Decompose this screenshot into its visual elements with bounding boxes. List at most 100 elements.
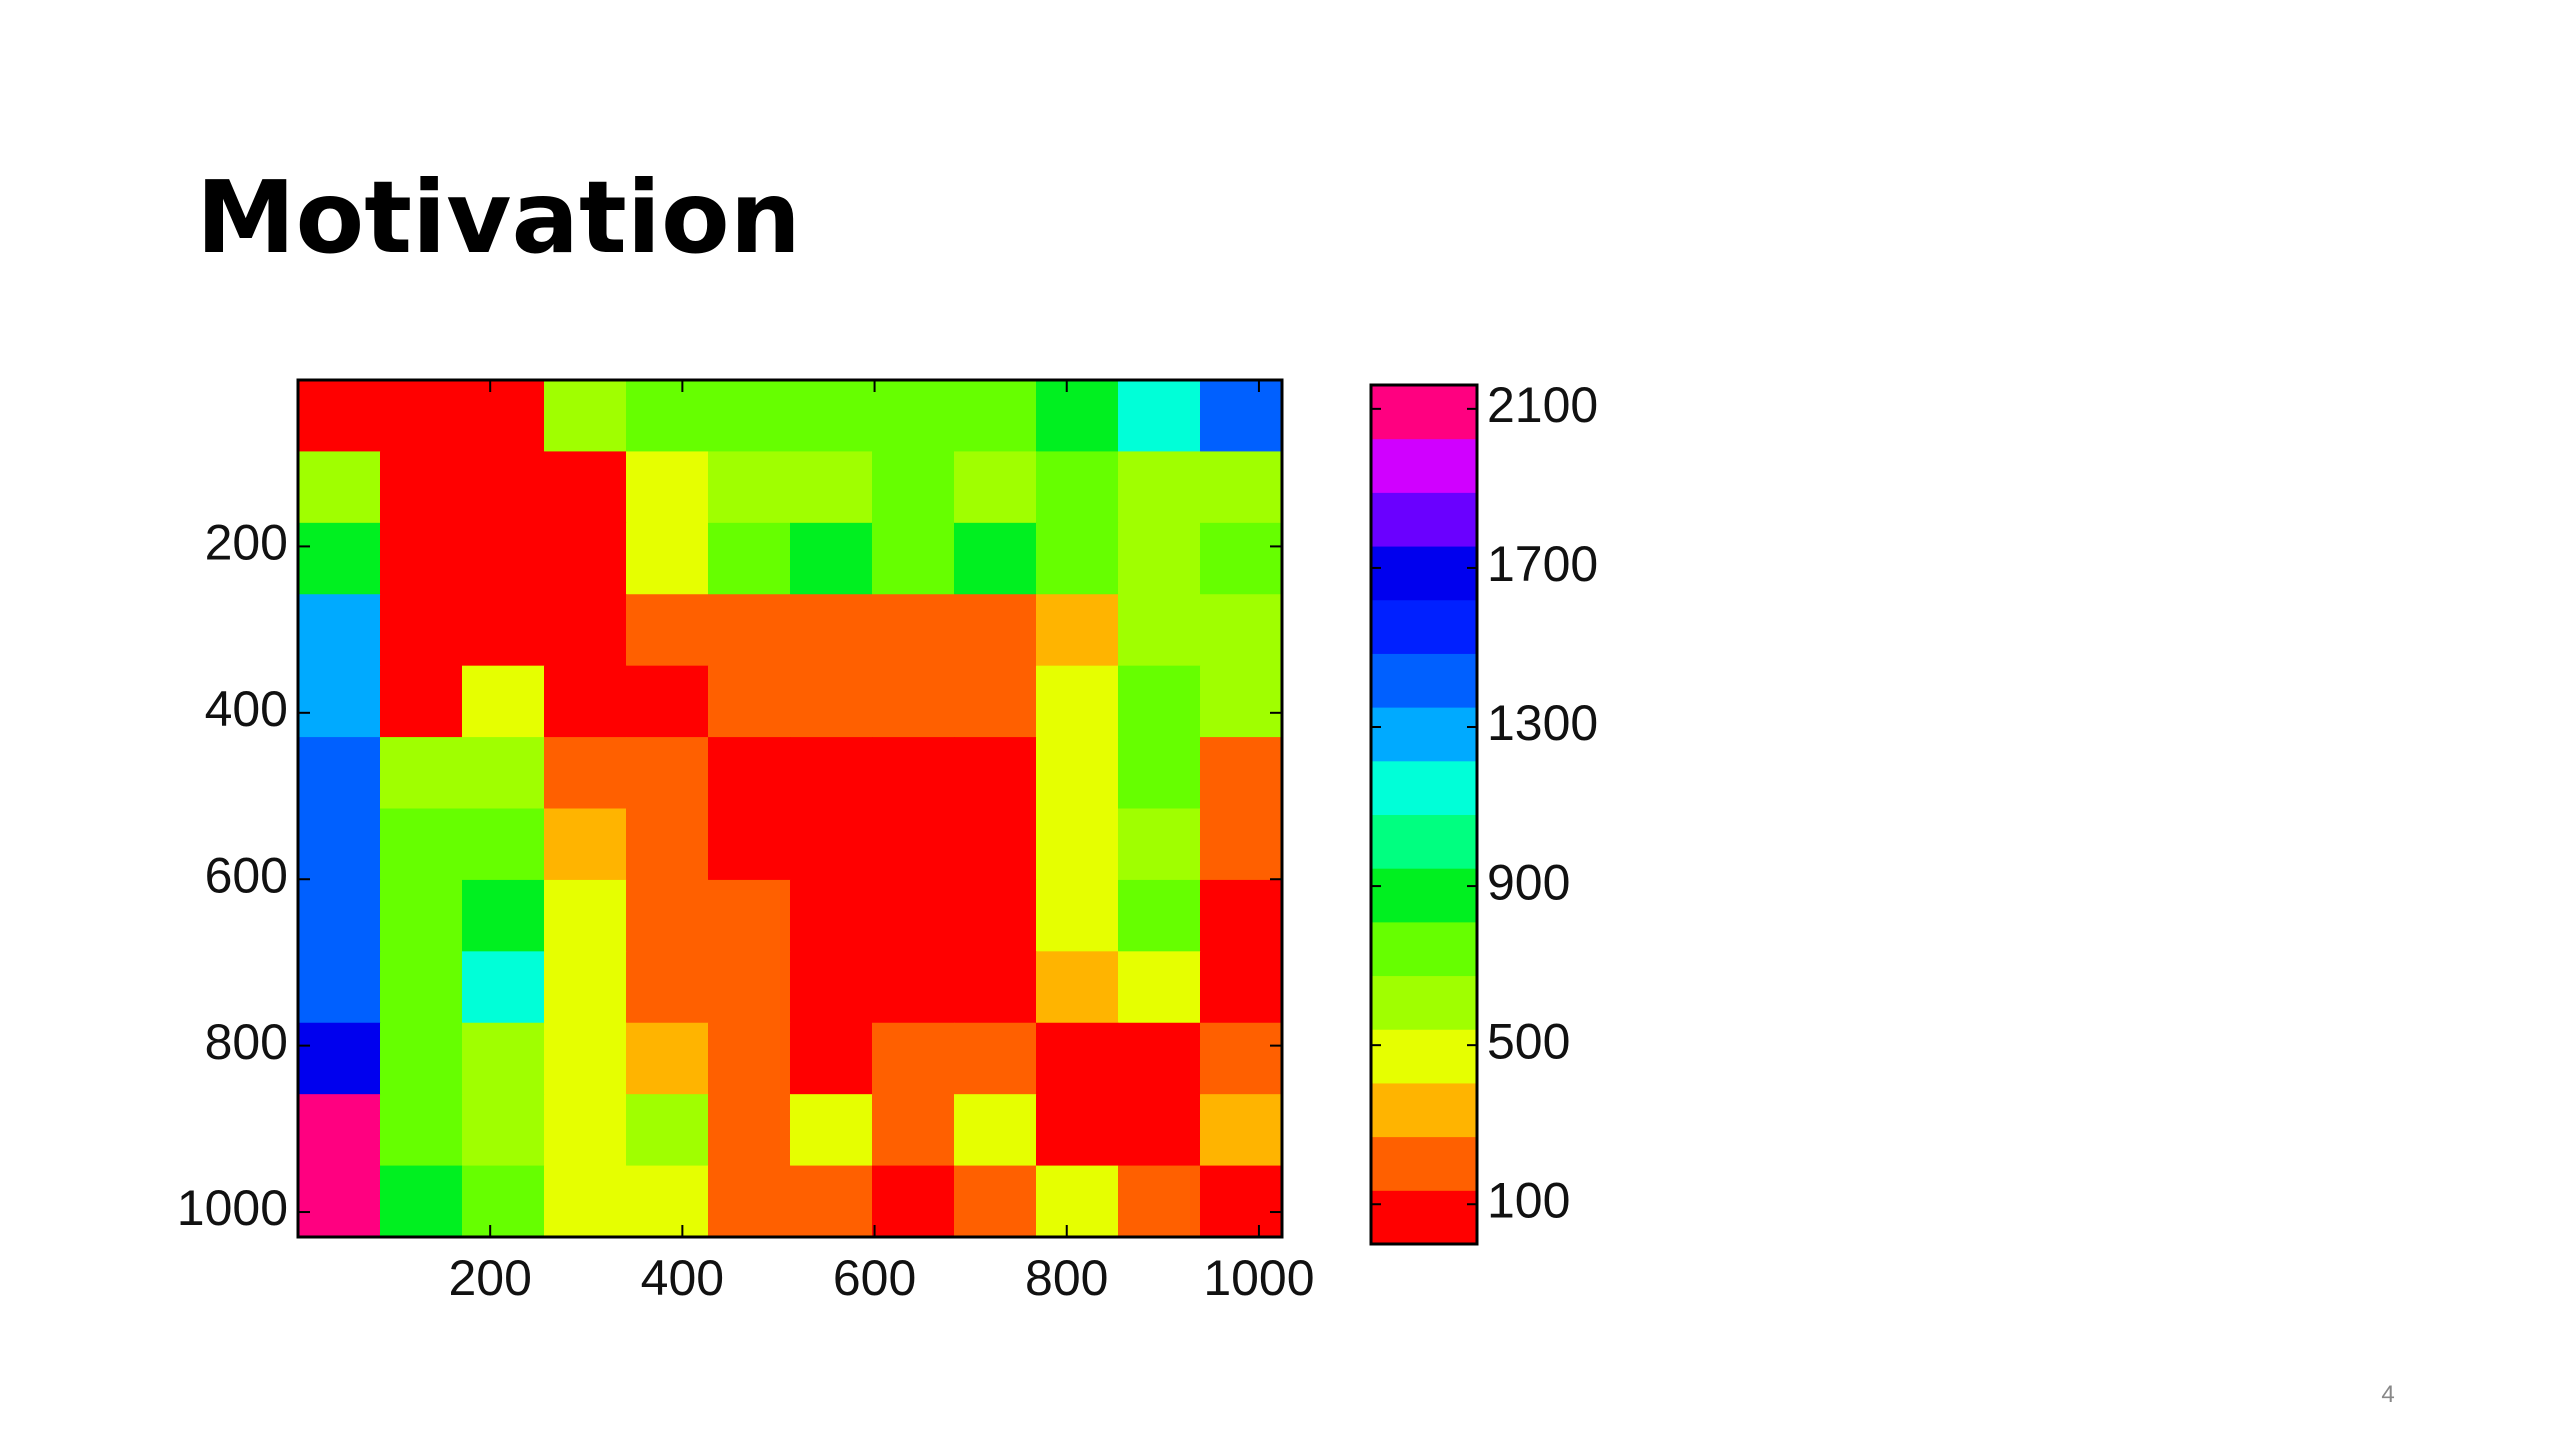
heat-cell <box>954 665 1037 738</box>
heat-cell <box>626 1094 709 1167</box>
colorbar-band <box>1371 1136 1477 1191</box>
heat-cell <box>708 522 791 595</box>
heat-cell <box>544 1165 627 1238</box>
heat-cell <box>462 451 545 524</box>
heat-cell <box>1036 1094 1119 1167</box>
heat-cell <box>1200 451 1283 524</box>
heat-cell <box>544 1022 627 1095</box>
page-number: 4 <box>2381 1381 2394 1408</box>
colorbar-band <box>1371 599 1477 654</box>
heat-cell <box>954 594 1037 667</box>
y-tick-label: 400 <box>205 681 288 737</box>
heat-cell <box>1036 522 1119 595</box>
heat-cell <box>872 808 955 881</box>
heat-cell <box>626 451 709 524</box>
heat-cell <box>708 1022 791 1095</box>
y-tick-label: 800 <box>205 1014 288 1070</box>
heat-cell <box>872 951 955 1024</box>
heat-cell <box>298 879 381 952</box>
heat-cell <box>380 1022 463 1095</box>
heat-cell <box>954 737 1037 809</box>
heat-cell <box>462 380 545 452</box>
heat-cell <box>790 808 873 881</box>
heat-cell <box>954 451 1037 524</box>
heat-cell <box>626 1165 709 1238</box>
heat-cell <box>1118 951 1201 1024</box>
heat-cell <box>790 522 873 595</box>
heat-cell <box>298 951 381 1024</box>
heat-cell <box>954 522 1037 595</box>
heat-cell <box>544 1094 627 1167</box>
heat-cell <box>790 1022 873 1095</box>
heat-cell <box>298 522 381 595</box>
heat-cell <box>708 737 791 809</box>
heat-cell <box>790 951 873 1024</box>
heat-cell <box>380 808 463 881</box>
heat-cell <box>1036 594 1119 667</box>
colorbar-band <box>1371 492 1477 547</box>
heat-cell <box>1200 1165 1283 1238</box>
colorbar-tick-label: 900 <box>1487 854 1570 910</box>
heat-cell <box>1200 808 1283 881</box>
colorbar-tick-label: 500 <box>1487 1013 1570 1069</box>
heat-cell <box>954 1165 1037 1238</box>
heat-cell <box>872 380 955 452</box>
heat-cell <box>1200 665 1283 738</box>
heat-cell <box>626 737 709 809</box>
heat-cell <box>380 1165 463 1238</box>
heat-cell <box>1200 1094 1283 1167</box>
heat-cell <box>790 380 873 452</box>
heat-cell <box>872 665 955 738</box>
x-tick-label: 1000 <box>1203 1250 1314 1306</box>
x-tick-label: 800 <box>1025 1250 1108 1306</box>
heat-cell <box>544 879 627 952</box>
heat-cell <box>872 1094 955 1167</box>
x-tick-label: 600 <box>833 1250 916 1306</box>
plot-frame <box>296 378 1284 1239</box>
heat-cell <box>380 665 463 738</box>
colorbar-band <box>1371 1082 1477 1138</box>
heat-cell <box>544 380 627 452</box>
heat-cell <box>544 665 627 738</box>
heat-cell <box>298 594 381 667</box>
heat-cell <box>708 1165 791 1238</box>
heat-cell <box>380 594 463 667</box>
heat-cell <box>1118 879 1201 952</box>
heat-cell <box>1118 522 1201 595</box>
heat-cell <box>462 737 545 809</box>
heat-cell <box>872 1022 955 1095</box>
heat-cell <box>544 451 627 524</box>
heat-cell <box>872 737 955 809</box>
heat-cell <box>298 380 381 452</box>
heat-cell <box>1118 594 1201 667</box>
heat-cell <box>1200 594 1283 667</box>
heat-cell <box>298 808 381 881</box>
heat-cell <box>298 1022 381 1095</box>
heat-cell <box>462 808 545 881</box>
heat-cell <box>544 522 627 595</box>
heat-cell <box>462 1022 545 1095</box>
heat-cell <box>380 737 463 809</box>
heat-cell <box>626 594 709 667</box>
heat-cell <box>708 451 791 524</box>
heat-cell <box>1036 451 1119 524</box>
heat-cell <box>626 1022 709 1095</box>
heat-cell <box>954 1094 1037 1167</box>
colorbar-frame <box>1369 383 1479 1246</box>
heat-cell <box>790 1094 873 1167</box>
heat-cell <box>380 451 463 524</box>
heat-cell <box>1118 451 1201 524</box>
heat-cell <box>298 1094 381 1167</box>
heat-cell <box>708 879 791 952</box>
heat-cell <box>462 665 545 738</box>
colorbar-band <box>1371 546 1477 601</box>
colorbar-tick-label: 1300 <box>1487 695 1598 751</box>
heat-cell <box>954 808 1037 881</box>
y-tick-label: 200 <box>205 515 288 571</box>
colorbar-tick-label: 100 <box>1487 1172 1570 1228</box>
slide-title: Motivation <box>196 159 801 276</box>
y-tick-label: 600 <box>205 847 288 903</box>
heat-cell <box>872 451 955 524</box>
heat-cell <box>626 808 709 881</box>
heat-cell <box>790 737 873 809</box>
